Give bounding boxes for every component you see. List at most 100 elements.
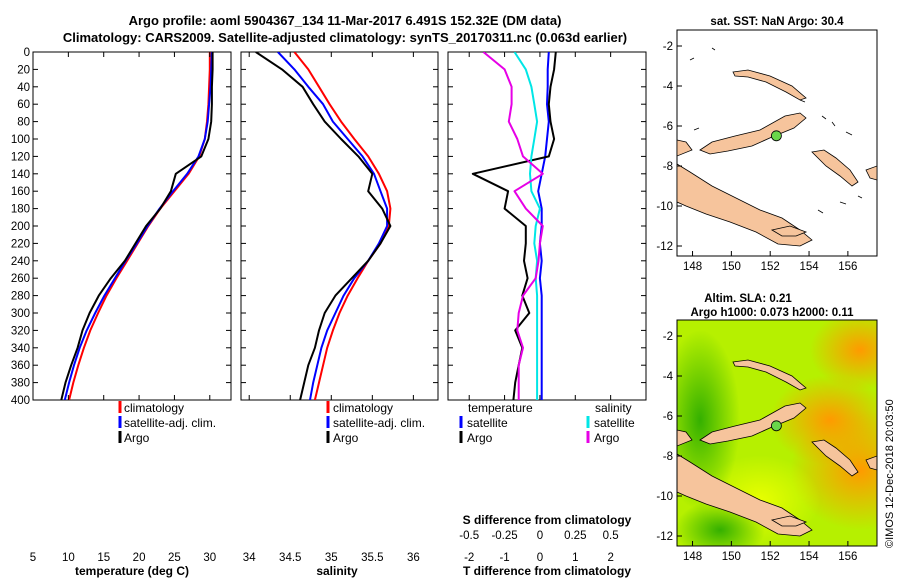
depth-tick-label: 0 <box>24 47 30 59</box>
s-tick-label: -0.25 <box>491 530 517 542</box>
map-lon-label: 154 <box>799 551 819 563</box>
salinity-panel: 34 34.5 35 35.5 36 salinity climatology sate… <box>240 51 439 578</box>
series-argo <box>255 52 392 400</box>
temperature-legend: climatology satellite-adj. clim. Argo <box>118 401 216 445</box>
depth-tick-label: 260 <box>11 273 30 285</box>
x-tick-label: 30 <box>203 552 216 564</box>
x-tick-label: 36 <box>407 552 420 564</box>
legend-argo: Argo <box>124 431 150 445</box>
land-new-guinea <box>677 163 813 247</box>
depth-tick-label: 100 <box>11 134 30 146</box>
depth-tick-label: 340 <box>11 343 30 355</box>
x-tick-label: 10 <box>62 552 75 564</box>
depth-tick-label: 60 <box>17 99 30 111</box>
x-tick-label: 35.5 <box>361 552 383 564</box>
map-lat-label: -4 <box>663 81 674 93</box>
depth-tick-label: 240 <box>11 256 30 268</box>
land-islets <box>689 47 863 214</box>
temperature-x-label: temperature (deg C) <box>75 564 189 578</box>
depth-tick-label: 120 <box>11 151 30 163</box>
x-tick-label: 2 <box>607 552 613 564</box>
legend-climatology-2: climatology <box>333 401 393 415</box>
x-tick-label: 15 <box>97 552 110 564</box>
map-lat-label: -2 <box>663 41 673 53</box>
x-tick-label: 34.5 <box>279 552 301 564</box>
legend-t-satellite: satellite <box>467 416 508 430</box>
legend-s-satellite: satellite <box>594 416 635 430</box>
map-lon-label: 152 <box>761 261 780 273</box>
x-tick-label: -2 <box>464 552 474 564</box>
figure-title-line1: Argo profile: aoml 5904367_134 11-Mar-20… <box>129 13 562 28</box>
sst-map: sat. SST: NaN Argo: 30.4 148 150 152 154 156… <box>656 16 878 273</box>
map-lon-label: 148 <box>683 261 702 273</box>
map-lat-label: -12 <box>656 241 673 253</box>
temperature-panel: 5 10 15 20 25 30 0 20 40 60 80 100 120 140 160 180 200 2… <box>11 47 232 578</box>
temperature-plot-frame <box>32 51 232 401</box>
depth-tick-label: 180 <box>11 204 30 216</box>
map-lat-label: -6 <box>663 411 673 423</box>
x-tick-label: -1 <box>499 552 509 564</box>
x-tick-label: 34 <box>243 552 256 564</box>
map-lat-label: -8 <box>663 451 673 463</box>
x-tick-label: 20 <box>133 552 146 564</box>
difference-panel: -2 -1 0 1 2 -0.5 -0.25 0 0.25 0.5 S difference f… <box>447 51 647 578</box>
land-trobriand <box>770 225 808 237</box>
depth-tick-label: 400 <box>11 395 30 407</box>
legend-salinity-title: salinity <box>595 401 632 415</box>
legend-satellite-adj: satellite-adj. clim. <box>124 416 216 430</box>
series-salinity-argo <box>482 52 544 400</box>
legend-satellite-adj-2: satellite-adj. clim. <box>333 416 425 430</box>
series-temperature-argo <box>471 52 557 400</box>
legend-s-argo: Argo <box>594 431 620 445</box>
depth-tick-label: 360 <box>11 360 30 372</box>
s-tick-label: 0.25 <box>564 530 586 542</box>
difference-legend: temperature satellite Argo salinity sate… <box>459 401 635 445</box>
depth-tick-label: 40 <box>17 82 30 94</box>
imos-credit: ©IMOS 12-Dec-2018 20:03:50 <box>884 399 896 548</box>
figure-title-line2: Climatology: CARS2009. Satellite-adjuste… <box>63 30 627 45</box>
s-tick-label: 0.5 <box>603 530 619 542</box>
series-satellite-adj-clim <box>277 52 389 400</box>
map-lon-label: 150 <box>722 261 741 273</box>
map-lon-label: 154 <box>799 261 819 273</box>
legend-argo-2: Argo <box>333 431 359 445</box>
map-lat-label: -12 <box>656 531 673 543</box>
map-lon-label: 152 <box>761 551 780 563</box>
x-tick-label: 0 <box>537 552 543 564</box>
map-lon-label: 148 <box>683 551 702 563</box>
land-bougainville <box>811 149 859 187</box>
sla-map-frame <box>676 319 878 547</box>
depth-tick-label: 140 <box>11 169 30 181</box>
sla-map-title-line2: Argo h1000: 0.073 h2000: 0.11 <box>690 307 854 319</box>
salinity-legend: climatology satellite-adj. clim. Argo <box>326 401 425 445</box>
series-argo <box>60 52 214 400</box>
depth-tick-label: 80 <box>17 117 30 129</box>
series-satellite-adj-clim <box>63 52 213 400</box>
map-lat-label: -6 <box>663 121 673 133</box>
land-new-britain <box>699 112 807 155</box>
map-lon-label: 156 <box>838 261 857 273</box>
map-lon-label: 156 <box>838 551 857 563</box>
map-lat-label: -10 <box>656 491 673 503</box>
t-difference-label: T difference from climatology <box>463 564 631 578</box>
depth-tick-label: 280 <box>11 291 30 303</box>
series-climatology <box>293 52 392 400</box>
land-solomons <box>865 165 877 181</box>
sst-map-land <box>677 47 877 247</box>
series-salinity-satellite <box>513 52 541 400</box>
map-lat-label: -10 <box>656 201 673 213</box>
x-tick-label: 35 <box>325 552 338 564</box>
sla-map-title-line1: Altim. SLA: 0.21 <box>704 293 792 305</box>
depth-tick-label: 200 <box>11 221 30 233</box>
float-marker <box>771 130 782 142</box>
depth-tick-label: 160 <box>11 186 30 198</box>
sst-map-title: sat. SST: NaN Argo: 30.4 <box>710 16 844 28</box>
map-lat-label: -4 <box>663 371 674 383</box>
s-difference-label: S difference from climatology <box>463 513 632 527</box>
legend-t-argo: Argo <box>467 431 493 445</box>
s-tick-label: -0.5 <box>459 530 479 542</box>
float-marker-sla <box>771 420 782 432</box>
depth-tick-label: 220 <box>11 238 30 250</box>
s-tick-label: 0 <box>537 530 543 542</box>
